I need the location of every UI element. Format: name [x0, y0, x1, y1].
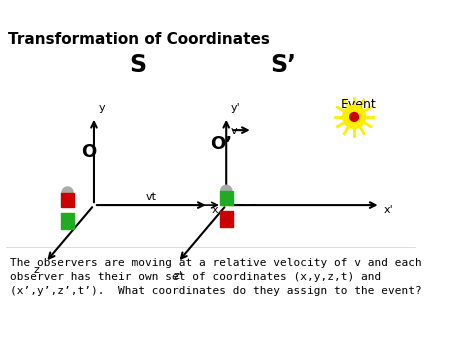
FancyBboxPatch shape	[220, 191, 233, 205]
Text: Event: Event	[341, 97, 376, 111]
Circle shape	[350, 113, 358, 121]
Text: z: z	[34, 265, 39, 275]
Circle shape	[343, 105, 365, 128]
Text: S: S	[129, 54, 146, 78]
Text: (x’,y’,z’,t’).  What coordinates do they assign to the event?: (x’,y’,z’,t’). What coordinates do they …	[10, 286, 422, 296]
Text: The observers are moving at a relative velocity of v and each: The observers are moving at a relative v…	[10, 258, 422, 268]
Text: x: x	[211, 205, 218, 214]
Text: vt: vt	[146, 192, 157, 202]
Text: z': z'	[173, 271, 182, 281]
Text: Transformation of Coordinates: Transformation of Coordinates	[9, 32, 270, 47]
Text: S’: S’	[271, 54, 297, 78]
Text: y: y	[99, 102, 105, 113]
Circle shape	[62, 187, 73, 198]
Text: O’: O’	[210, 134, 232, 153]
Text: x': x'	[383, 205, 393, 214]
FancyBboxPatch shape	[220, 211, 233, 227]
FancyBboxPatch shape	[61, 213, 74, 229]
Text: O: O	[81, 143, 96, 161]
Circle shape	[221, 185, 232, 196]
Text: observer has their own set of coordinates (x,y,z,t) and: observer has their own set of coordinate…	[10, 272, 382, 282]
FancyBboxPatch shape	[61, 192, 74, 207]
Text: y': y'	[231, 102, 240, 113]
Text: v: v	[231, 126, 237, 136]
